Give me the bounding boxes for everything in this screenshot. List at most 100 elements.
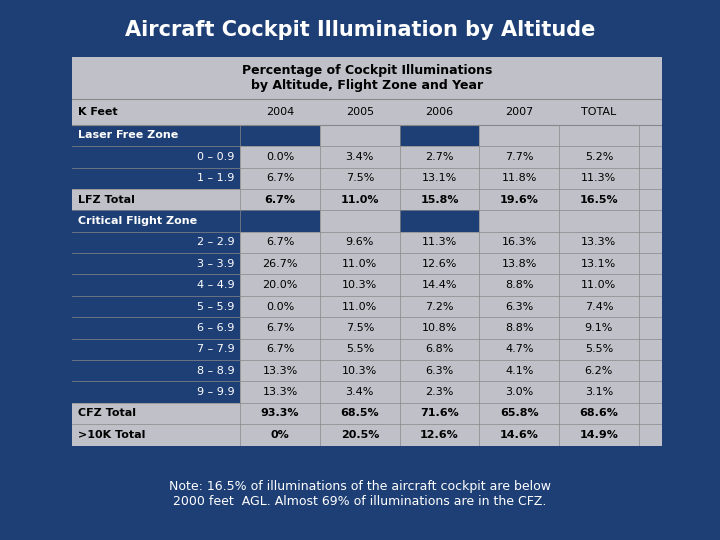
Text: 2005: 2005 (346, 107, 374, 117)
Text: 14.4%: 14.4% (422, 280, 457, 290)
Bar (240, 210, 320, 232)
Bar (72, 125, 662, 146)
Text: 2 – 2.9: 2 – 2.9 (197, 238, 235, 247)
Text: 2007: 2007 (505, 107, 534, 117)
Text: 8 – 8.9: 8 – 8.9 (197, 366, 235, 376)
Text: 10.3%: 10.3% (342, 280, 377, 290)
Text: 26.7%: 26.7% (262, 259, 298, 269)
Text: 6 – 6.9: 6 – 6.9 (197, 323, 235, 333)
Text: 6.7%: 6.7% (266, 345, 294, 354)
Bar (72, 339, 662, 360)
Text: 0.0%: 0.0% (266, 301, 294, 312)
Bar (400, 125, 480, 146)
Bar (72, 274, 240, 296)
Text: 5 – 5.9: 5 – 5.9 (197, 301, 235, 312)
Text: 11.0%: 11.0% (581, 280, 616, 290)
Bar (72, 210, 240, 232)
Text: Percentage of Cockpit Illuminations
by Altitude, Flight Zone and Year: Percentage of Cockpit Illuminations by A… (242, 64, 492, 92)
Bar (72, 146, 240, 167)
Text: 6.3%: 6.3% (426, 366, 454, 376)
Text: 5.2%: 5.2% (585, 152, 613, 162)
Text: 4.1%: 4.1% (505, 366, 534, 376)
Text: 10.8%: 10.8% (422, 323, 457, 333)
Text: 19.6%: 19.6% (500, 194, 539, 205)
Text: 3.1%: 3.1% (585, 387, 613, 397)
Bar (72, 403, 662, 424)
Text: 6.7%: 6.7% (266, 323, 294, 333)
Bar (72, 167, 240, 189)
Text: 2.3%: 2.3% (426, 387, 454, 397)
Text: 7.4%: 7.4% (585, 301, 613, 312)
Bar (72, 146, 662, 167)
Text: 3.4%: 3.4% (346, 152, 374, 162)
Text: 7.7%: 7.7% (505, 152, 534, 162)
Text: 9.6%: 9.6% (346, 238, 374, 247)
Bar (240, 125, 320, 146)
Text: 3.0%: 3.0% (505, 387, 534, 397)
Bar (72, 167, 662, 189)
Text: 0 – 0.9: 0 – 0.9 (197, 152, 235, 162)
Text: 7 – 7.9: 7 – 7.9 (197, 345, 235, 354)
Text: CFZ Total: CFZ Total (78, 408, 136, 418)
Text: 16.5%: 16.5% (580, 194, 618, 205)
Text: 3.4%: 3.4% (346, 387, 374, 397)
Text: 71.6%: 71.6% (420, 408, 459, 418)
Bar (72, 317, 240, 339)
Text: 13.8%: 13.8% (502, 259, 537, 269)
Text: 6.7%: 6.7% (266, 238, 294, 247)
Text: Aircraft Cockpit Illumination by Altitude: Aircraft Cockpit Illumination by Altitud… (125, 19, 595, 40)
Text: 8.8%: 8.8% (505, 280, 534, 290)
Bar (72, 296, 240, 317)
Text: Critical Flight Zone: Critical Flight Zone (78, 216, 197, 226)
Text: 10.3%: 10.3% (342, 366, 377, 376)
Text: 11.3%: 11.3% (581, 173, 616, 183)
Text: 16.3%: 16.3% (502, 238, 537, 247)
Text: K Feet: K Feet (78, 107, 117, 117)
Bar (72, 253, 240, 274)
Text: 11.0%: 11.0% (342, 301, 377, 312)
Text: 2.7%: 2.7% (426, 152, 454, 162)
Text: 14.9%: 14.9% (580, 430, 618, 440)
Text: 20.0%: 20.0% (262, 280, 298, 290)
Text: 5.5%: 5.5% (346, 345, 374, 354)
Text: 11.0%: 11.0% (342, 259, 377, 269)
Text: 15.8%: 15.8% (420, 194, 459, 205)
Text: 0%: 0% (271, 430, 289, 440)
Text: 65.8%: 65.8% (500, 408, 539, 418)
Text: 12.6%: 12.6% (420, 430, 459, 440)
Bar (72, 232, 662, 253)
Text: 9 – 9.9: 9 – 9.9 (197, 387, 235, 397)
Text: 11.0%: 11.0% (341, 194, 379, 205)
Bar (72, 317, 662, 339)
Bar (72, 274, 662, 296)
Text: Laser Free Zone: Laser Free Zone (78, 131, 178, 140)
Bar (72, 125, 240, 146)
Bar (72, 253, 662, 274)
Text: 6.8%: 6.8% (426, 345, 454, 354)
Text: 6.3%: 6.3% (505, 301, 534, 312)
Text: 68.5%: 68.5% (341, 408, 379, 418)
Text: 5.5%: 5.5% (585, 345, 613, 354)
Text: 7.5%: 7.5% (346, 323, 374, 333)
Text: 11.8%: 11.8% (502, 173, 537, 183)
Text: >10K Total: >10K Total (78, 430, 145, 440)
Text: 0.0%: 0.0% (266, 152, 294, 162)
Bar (400, 210, 480, 232)
Text: 14.6%: 14.6% (500, 430, 539, 440)
Text: Note: 16.5% of illuminations of the aircraft cockpit are below
2000 feet  AGL. A: Note: 16.5% of illuminations of the airc… (169, 480, 551, 508)
Bar (72, 210, 662, 232)
Text: 7.5%: 7.5% (346, 173, 374, 183)
Bar (72, 189, 662, 210)
Text: 11.3%: 11.3% (422, 238, 457, 247)
Text: 6.7%: 6.7% (265, 194, 296, 205)
Text: 68.6%: 68.6% (580, 408, 618, 418)
Text: 4 – 4.9: 4 – 4.9 (197, 280, 235, 290)
Text: 13.1%: 13.1% (422, 173, 457, 183)
Text: 12.6%: 12.6% (422, 259, 457, 269)
Text: 1 – 1.9: 1 – 1.9 (197, 173, 235, 183)
Bar (72, 232, 240, 253)
Text: 4.7%: 4.7% (505, 345, 534, 354)
Bar (72, 424, 662, 446)
Text: 6.7%: 6.7% (266, 173, 294, 183)
Bar (72, 360, 662, 381)
